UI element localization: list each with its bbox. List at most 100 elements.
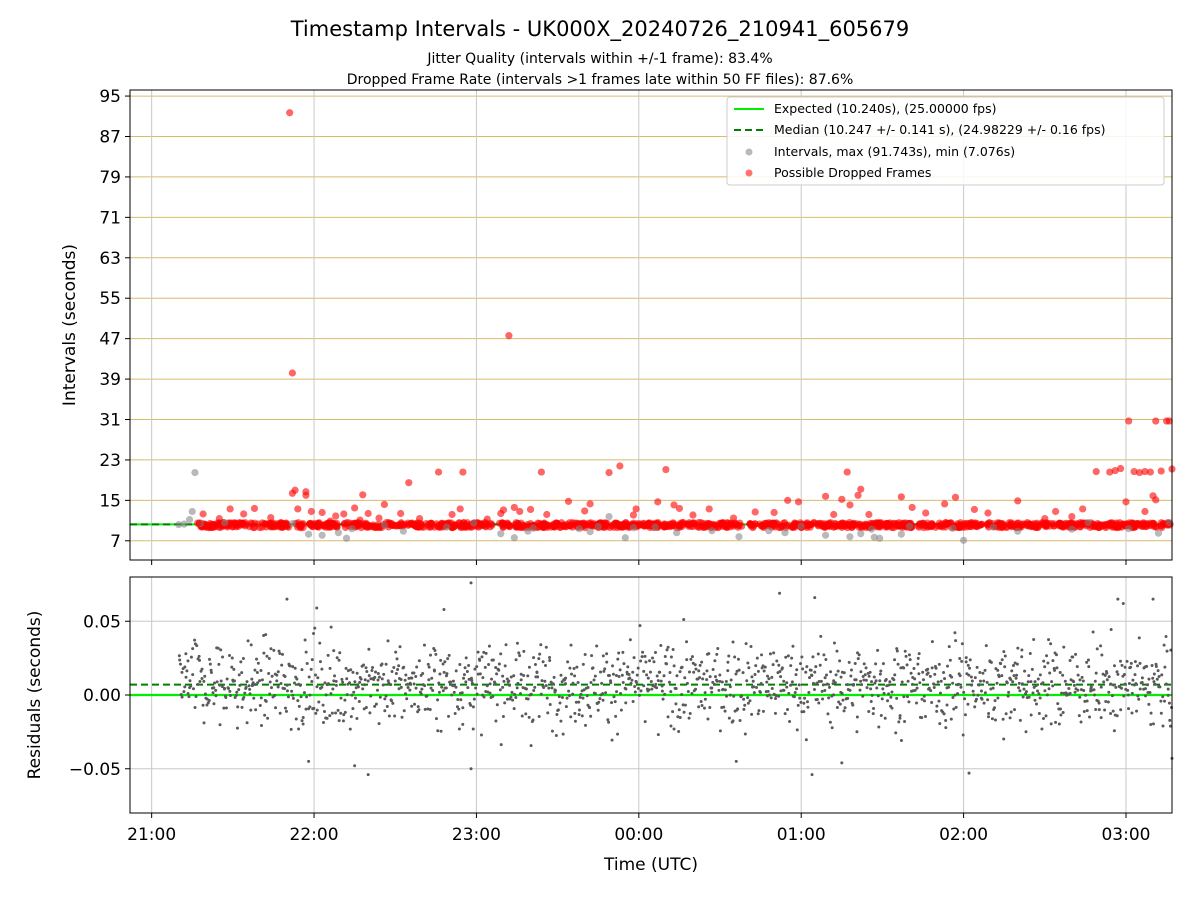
residual-point (595, 644, 599, 648)
residual-point (305, 695, 309, 699)
residual-point (200, 667, 204, 671)
interval-point (288, 520, 296, 528)
residual-point (469, 581, 473, 585)
dropped-frame-point (318, 508, 326, 517)
residual-point (552, 675, 556, 679)
residual-point (222, 687, 226, 691)
residual-point (870, 680, 874, 684)
residual-point (522, 674, 526, 678)
residual-point (291, 693, 295, 697)
dropped-frame-point (751, 508, 759, 516)
residual-point (971, 689, 975, 693)
residual-point (1027, 674, 1031, 678)
residual-point (610, 701, 614, 705)
residual-point (967, 771, 971, 775)
interval-point (188, 507, 196, 516)
residual-point (975, 665, 979, 669)
residual-point (616, 657, 620, 661)
residual-point (447, 714, 451, 718)
residual-point (890, 690, 894, 694)
dropped-frame-point (526, 505, 535, 514)
dropped-frame-point (1068, 512, 1076, 521)
residual-point (887, 692, 891, 696)
residual-point (688, 670, 692, 674)
residual-point (180, 670, 184, 674)
residual-point (421, 672, 425, 676)
residual-point (903, 649, 907, 653)
residual-point (584, 723, 588, 727)
residual-point (1094, 708, 1098, 712)
residual-point (344, 666, 348, 670)
residual-point (515, 641, 519, 645)
legend-dropped-swatch (745, 169, 753, 177)
residual-point (415, 665, 419, 669)
residual-point (598, 670, 602, 674)
residual-point (1116, 672, 1120, 676)
residual-point (328, 666, 332, 670)
dropped-frame-point (984, 509, 992, 517)
dropped-frame-point (609, 521, 618, 529)
residual-point (1047, 638, 1051, 642)
residual-point (1145, 664, 1149, 668)
residual-point (569, 643, 573, 647)
residual-point (258, 679, 262, 683)
residual-point (861, 674, 865, 678)
residual-point (746, 701, 750, 705)
residual-point (512, 674, 516, 678)
residual-point (929, 689, 933, 693)
residual-point (977, 683, 981, 687)
dropped-frame-point (784, 496, 792, 504)
residual-point (716, 646, 720, 650)
residual-point (827, 685, 831, 689)
dropped-frame-point (779, 519, 787, 528)
residual-point (751, 679, 755, 683)
residual-point (669, 655, 673, 659)
residual-point (1024, 690, 1028, 694)
residual-point (321, 703, 325, 707)
residual-point (930, 640, 934, 644)
residual-point (1165, 649, 1169, 653)
residual-point (660, 684, 664, 688)
residual-point (786, 654, 790, 658)
residual-point (371, 666, 375, 670)
dropped-frame-point (512, 522, 520, 530)
residual-point (861, 694, 865, 698)
residual-point (621, 650, 625, 654)
residual-point (202, 679, 206, 683)
residual-point (227, 653, 231, 657)
residual-point (376, 678, 380, 682)
residual-point (353, 680, 357, 684)
residual-point (304, 650, 308, 654)
dropped-frame-point (448, 510, 456, 519)
residual-point (239, 660, 243, 664)
residual-point (746, 696, 750, 700)
dropped-frame-point (662, 465, 670, 474)
intervals-axes-frame (129, 89, 1173, 561)
residual-point (207, 698, 211, 702)
residual-point (577, 700, 581, 704)
residual-point (1106, 700, 1110, 704)
residual-point (896, 662, 900, 666)
residual-point (501, 674, 505, 678)
residual-point (577, 712, 581, 716)
residual-point (797, 683, 801, 687)
residual-point (700, 703, 704, 707)
dropped-frame-point (1076, 523, 1084, 531)
residual-point (334, 683, 338, 687)
residual-point (855, 715, 859, 719)
residual-point (702, 672, 706, 676)
residual-point (342, 713, 346, 717)
residual-point (198, 680, 202, 684)
residual-point (1104, 699, 1108, 703)
residual-point (633, 690, 637, 694)
dropped-frame-point (922, 509, 930, 517)
residual-point (446, 657, 450, 661)
residual-point (483, 665, 487, 669)
dropped-frame-point (1007, 519, 1015, 527)
residual-point (545, 696, 549, 700)
dropped-frame-point (302, 491, 310, 499)
dropped-frame-point (240, 510, 248, 518)
residual-point (1097, 708, 1101, 712)
interval-point (1154, 529, 1163, 537)
